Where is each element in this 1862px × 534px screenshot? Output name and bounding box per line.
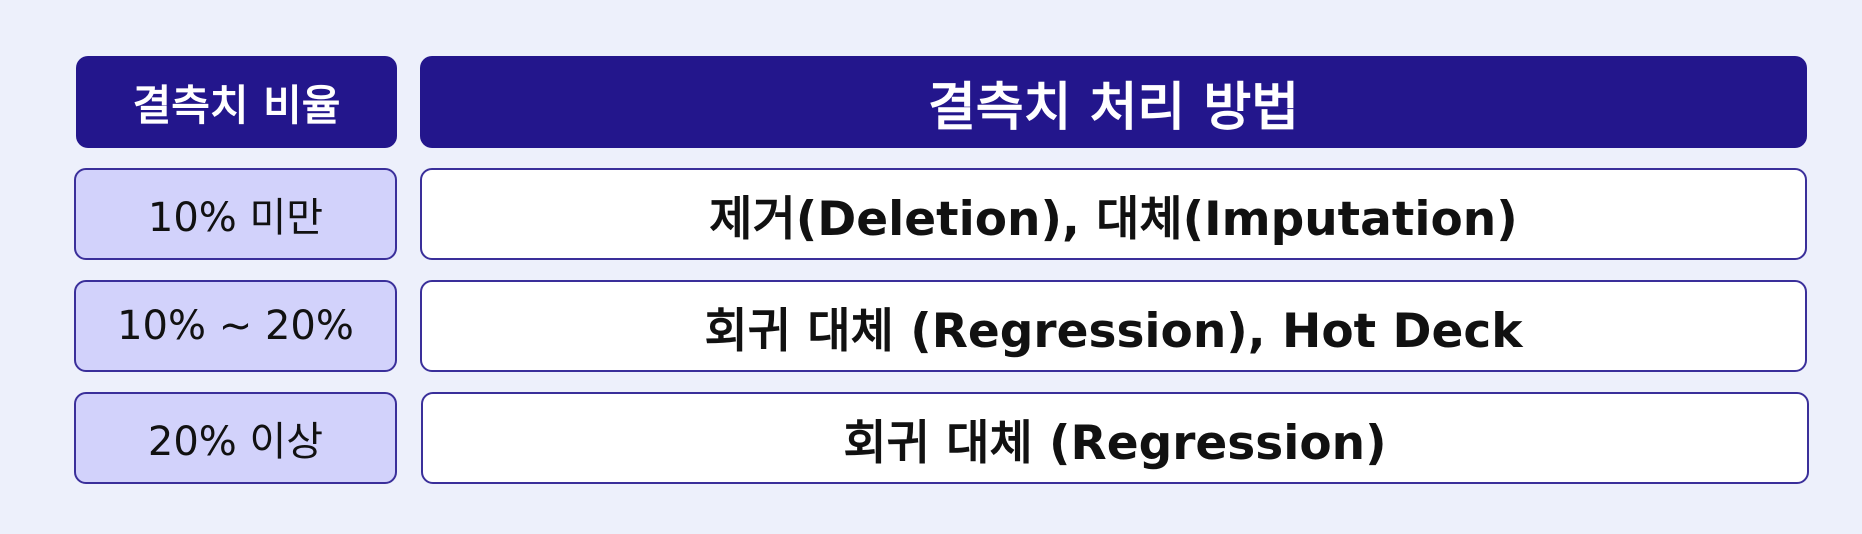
- header-method-label: 결측치 처리 방법: [927, 77, 1300, 138]
- header-method-cell: 결측치 처리 방법: [420, 56, 1807, 148]
- method-cell-row-3: 회귀 대체 (Regression): [421, 392, 1809, 484]
- ratio-cell-row-2: 10% ~ 20%: [74, 280, 397, 372]
- method-label: 회귀 대체 (Regression), Hot Deck: [704, 303, 1523, 359]
- method-cell-row-1: 제거(Deletion), 대체(Imputation): [420, 168, 1807, 260]
- ratio-label: 10% 미만: [147, 195, 324, 241]
- method-label: 회귀 대체 (Regression): [843, 415, 1387, 471]
- header-ratio-label: 결측치 비율: [132, 80, 341, 130]
- ratio-cell-row-3: 20% 이상: [74, 392, 397, 484]
- ratio-cell-row-1: 10% 미만: [74, 168, 397, 260]
- ratio-label: 10% ~ 20%: [117, 303, 354, 349]
- method-cell-row-2: 회귀 대체 (Regression), Hot Deck: [420, 280, 1807, 372]
- ratio-label: 20% 이상: [147, 419, 324, 465]
- header-ratio-cell: 결측치 비율: [76, 56, 397, 148]
- method-label: 제거(Deletion), 대체(Imputation): [709, 191, 1518, 247]
